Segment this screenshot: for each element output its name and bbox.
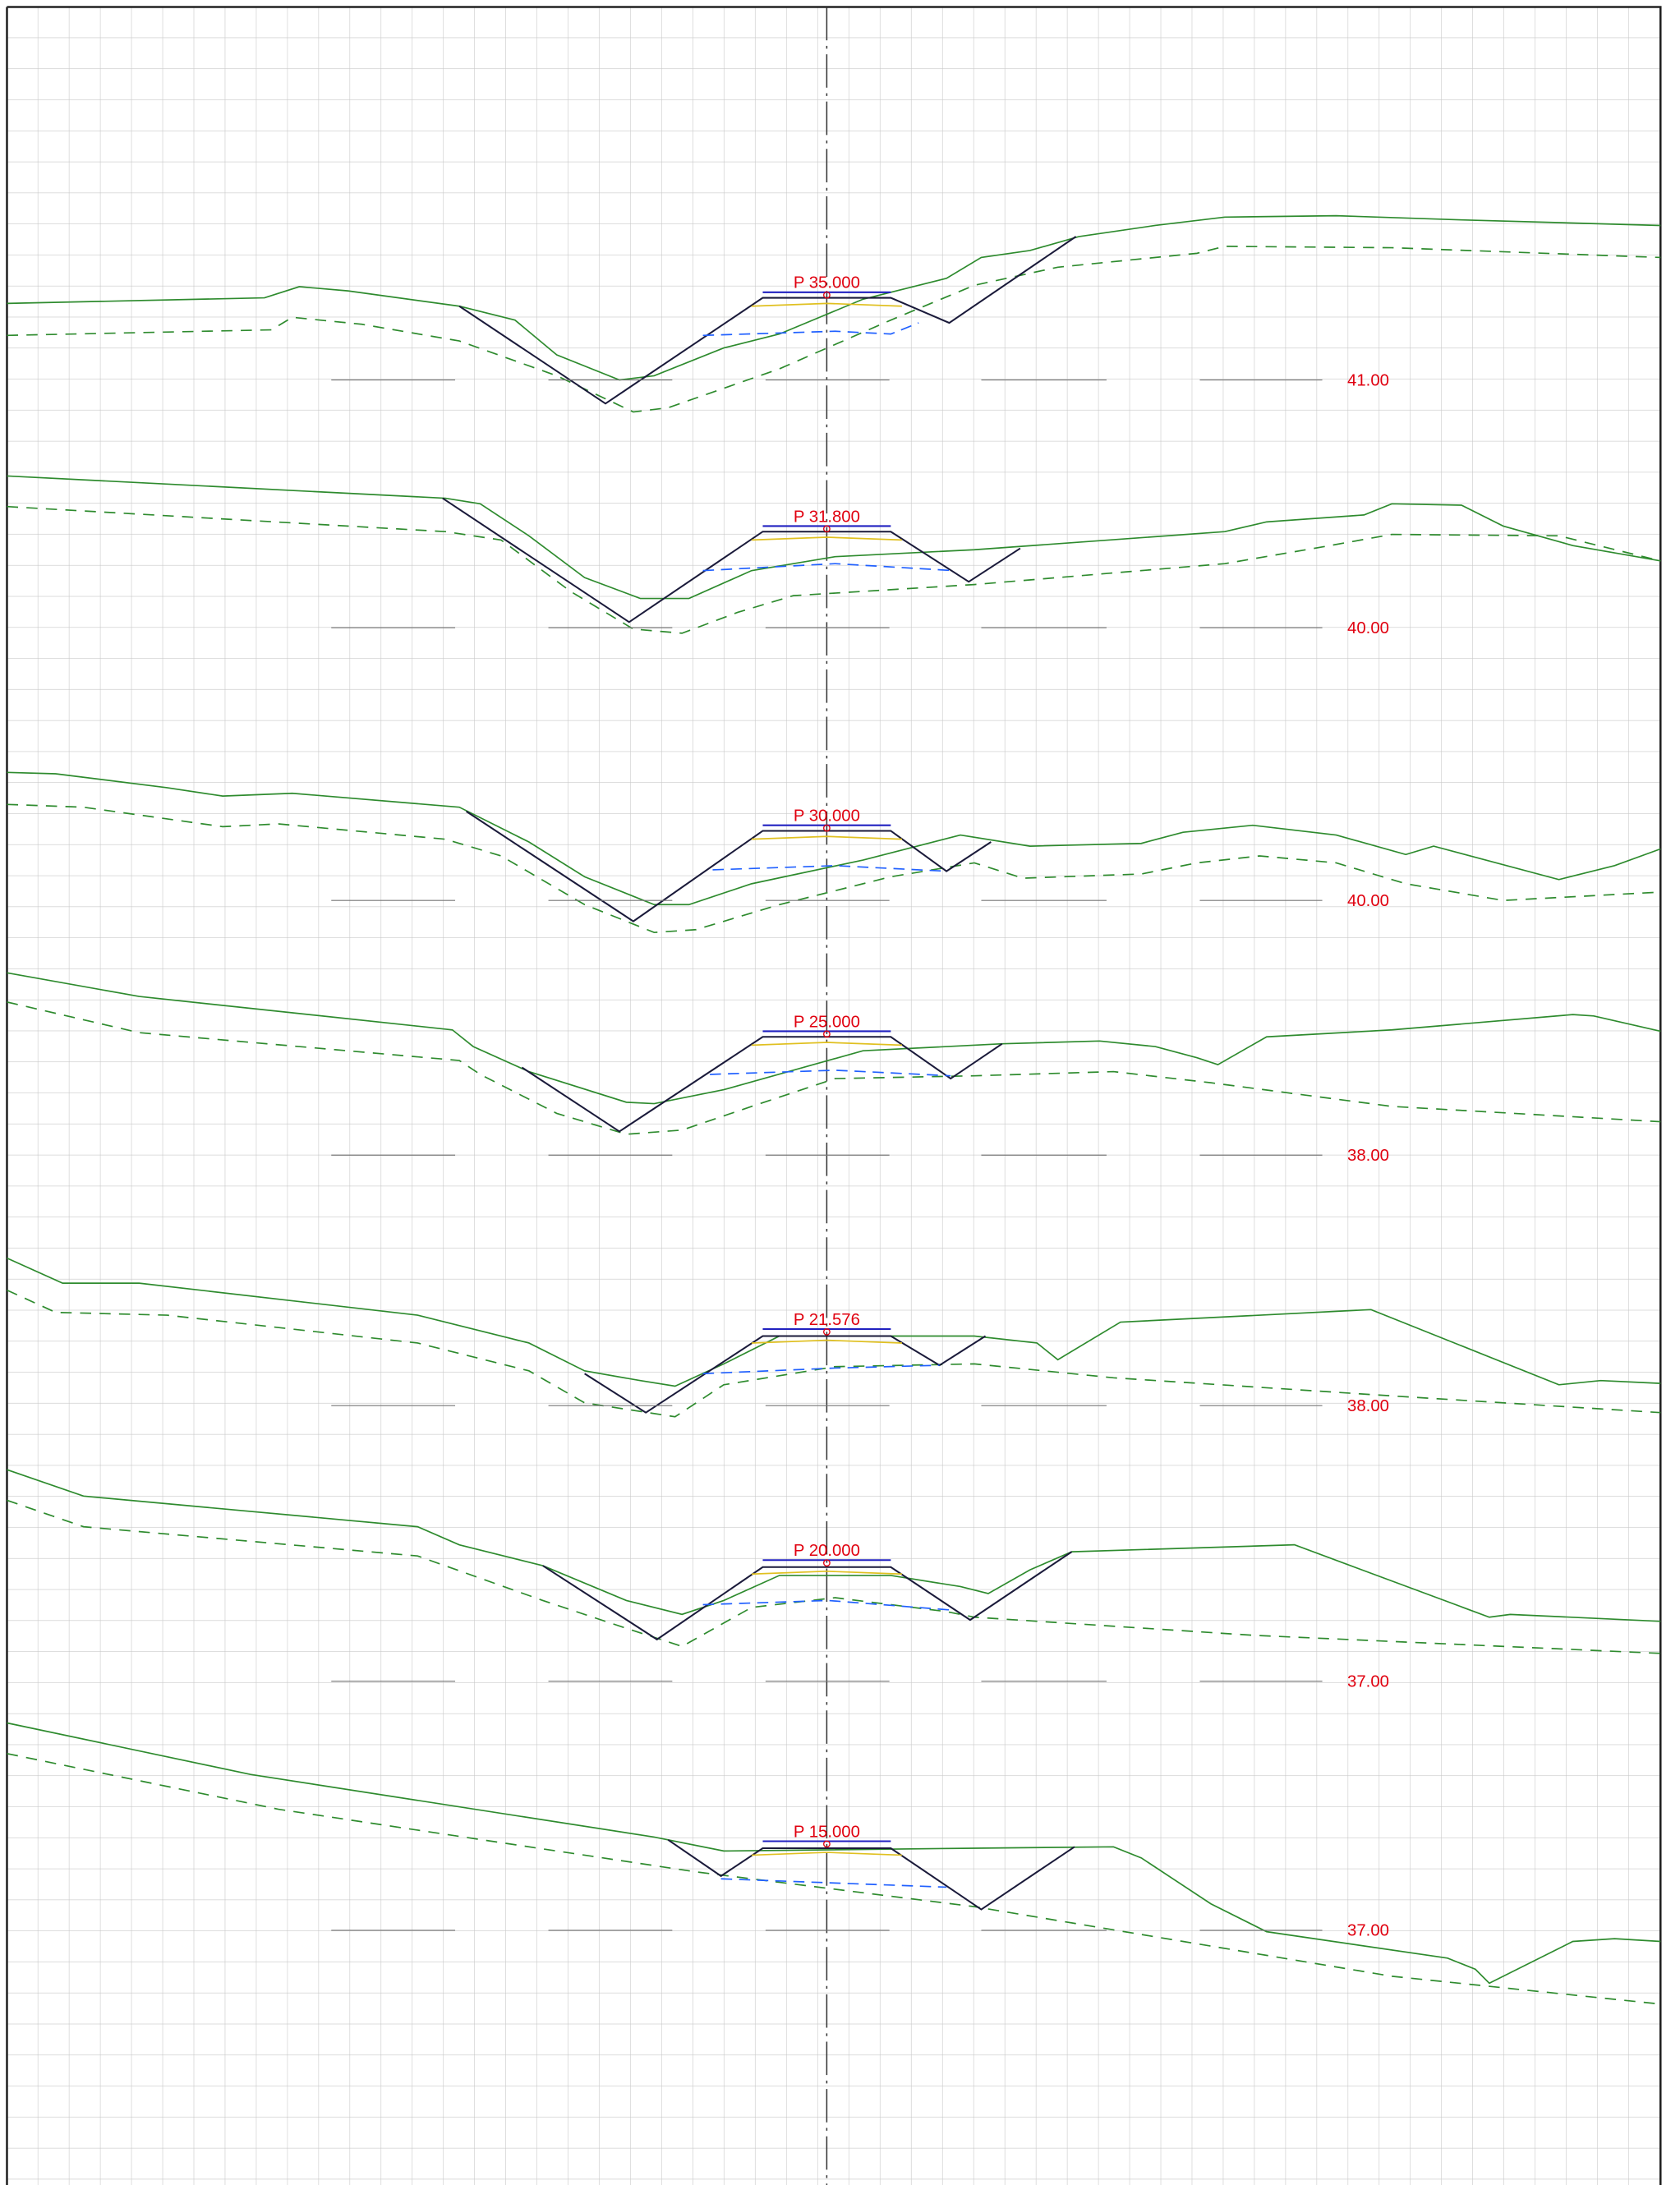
subgrade-line bbox=[702, 563, 954, 572]
datum-level-label: 38.00 bbox=[1347, 1397, 1389, 1415]
datum-level-label: 37.00 bbox=[1347, 1672, 1389, 1690]
subgrade-line bbox=[720, 1878, 947, 1888]
ground-line bbox=[7, 475, 1661, 600]
base-layer bbox=[751, 1042, 902, 1046]
station-label: P 15.000 bbox=[794, 1823, 860, 1841]
station-label: P 31.800 bbox=[794, 508, 860, 526]
ground-line bbox=[7, 214, 1661, 381]
station-marker bbox=[822, 824, 831, 832]
road-template bbox=[542, 1551, 1073, 1641]
base-layer bbox=[751, 302, 902, 307]
datum-level-label: 37.00 bbox=[1347, 1922, 1389, 1940]
base-layer bbox=[751, 1339, 902, 1344]
station-marker bbox=[822, 525, 831, 533]
existing-ground-dashed bbox=[7, 246, 1661, 413]
station-marker bbox=[822, 1030, 831, 1038]
existing-ground-dashed bbox=[7, 1289, 1661, 1418]
ground-line bbox=[7, 1257, 1661, 1387]
station-label: P 20.000 bbox=[794, 1542, 860, 1560]
station-label: P 35.000 bbox=[794, 274, 860, 292]
subgrade-line bbox=[712, 864, 947, 872]
subgrade-line bbox=[702, 322, 919, 337]
station-marker bbox=[822, 1328, 831, 1336]
ground-line bbox=[7, 1469, 1661, 1622]
existing-ground-dashed bbox=[7, 505, 1661, 634]
road-template bbox=[667, 1838, 1075, 1911]
ground-line bbox=[7, 1722, 1661, 1985]
subgrade-line bbox=[702, 1599, 954, 1612]
station-marker bbox=[822, 1840, 831, 1848]
station-label: P 30.000 bbox=[794, 807, 860, 826]
base-layer bbox=[751, 536, 902, 541]
base-layer bbox=[751, 1570, 902, 1576]
base-layer bbox=[751, 1852, 902, 1856]
existing-ground-dashed bbox=[7, 1752, 1661, 2005]
station-marker bbox=[822, 291, 831, 299]
station-marker bbox=[822, 1559, 831, 1567]
datum-level-label: 41.00 bbox=[1347, 371, 1389, 389]
existing-ground-dashed bbox=[7, 1499, 1661, 1654]
base-layer bbox=[751, 835, 902, 840]
existing-ground-dashed bbox=[7, 803, 1661, 934]
station-label: P 21.576 bbox=[794, 1311, 860, 1329]
frame bbox=[6, 6, 1662, 2185]
ground-line bbox=[7, 771, 1661, 906]
datum-level-label: 40.00 bbox=[1347, 619, 1389, 637]
datum-level-label: 40.00 bbox=[1347, 892, 1389, 910]
station-label: P 25.000 bbox=[794, 1013, 860, 1031]
subgrade-line bbox=[702, 1364, 940, 1375]
datum-level-label: 38.00 bbox=[1347, 1147, 1389, 1165]
grid bbox=[7, 7, 1661, 2185]
subgrade-line bbox=[710, 1070, 951, 1077]
existing-ground-dashed bbox=[7, 1001, 1661, 1135]
